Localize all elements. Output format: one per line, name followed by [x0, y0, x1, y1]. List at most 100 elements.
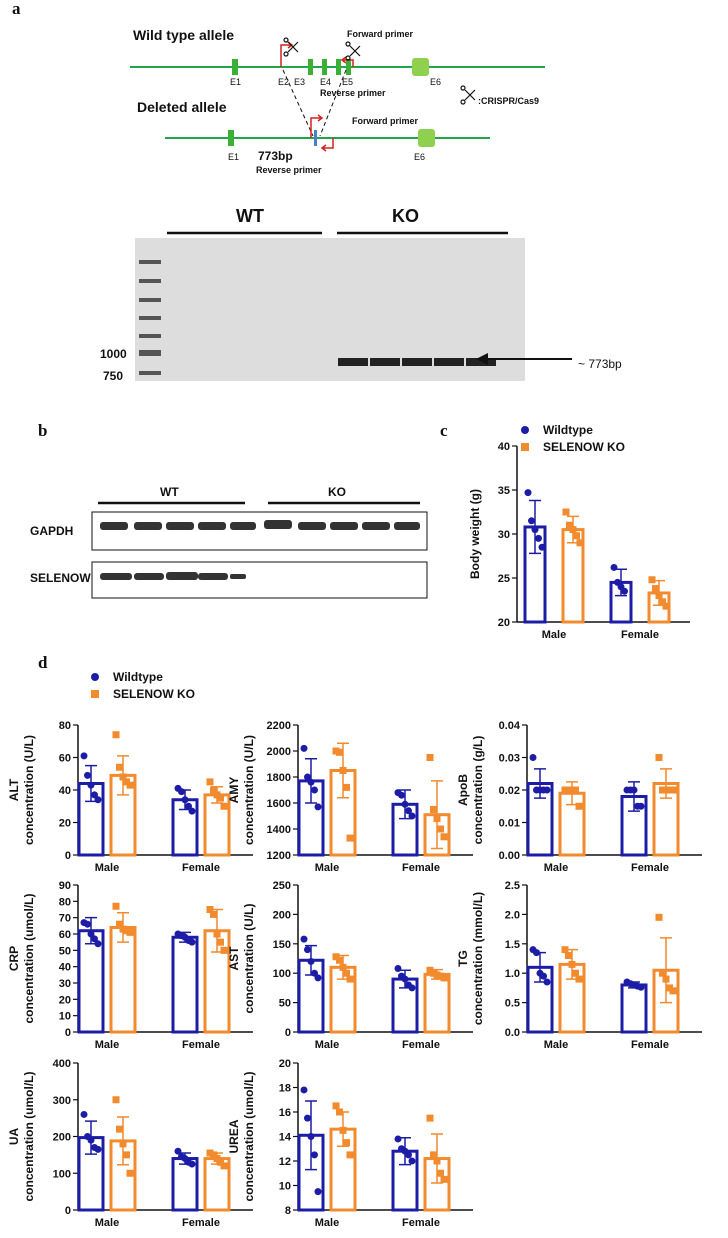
data-point	[126, 1169, 134, 1177]
data-point	[669, 786, 677, 794]
y-axis-label: concentration (mmol/L)	[471, 892, 485, 1025]
data-point	[336, 956, 343, 964]
y-tick-label: 90	[59, 880, 71, 892]
y-tick-label: 2.5	[505, 880, 520, 892]
data-point	[573, 532, 580, 540]
dashed-line	[282, 69, 314, 137]
data-point	[655, 913, 663, 921]
data-point	[91, 791, 98, 799]
data-point	[426, 1114, 434, 1122]
data-point	[662, 975, 670, 983]
data-point	[332, 1102, 340, 1110]
y-tick-label: 30	[498, 529, 510, 541]
y-tick-label: 14	[279, 1132, 292, 1144]
y-tick-label: 80	[59, 896, 71, 908]
x-tick-label: Female	[182, 1039, 220, 1051]
x-tick-label: Male	[315, 862, 339, 874]
exon	[418, 129, 435, 147]
y-tick-label: 10	[59, 1011, 71, 1023]
data-point	[433, 1157, 441, 1165]
panel-label: c	[440, 421, 448, 440]
data-point	[332, 953, 340, 961]
y-tick-label: 40	[59, 962, 71, 974]
data-point	[437, 1169, 444, 1177]
y-tick-label: 1.0	[505, 968, 520, 980]
y-axis-label: concentration (U/L)	[242, 735, 256, 845]
x-tick-label: Male	[95, 1039, 119, 1051]
data-point	[314, 803, 322, 811]
y-tick-label: 60	[59, 753, 71, 765]
row-label: GAPDH	[30, 524, 73, 538]
data-point	[652, 585, 659, 593]
gel	[135, 238, 525, 381]
y-tick-label: 20	[498, 617, 510, 629]
y-axis-label: ApoB	[456, 774, 470, 806]
data-point	[87, 1136, 95, 1144]
data-point	[575, 802, 583, 810]
data-point	[174, 1147, 182, 1155]
x-tick-label: Female	[402, 1217, 440, 1229]
data-point	[433, 815, 441, 823]
legend-label: Wildtype	[543, 423, 593, 437]
y-tick-label: 2.0	[505, 909, 520, 921]
data-point	[206, 906, 214, 913]
data-point	[655, 754, 663, 761]
data-point	[80, 1110, 88, 1118]
x-tick-label: Male	[544, 862, 568, 874]
legend-label: Wildtype	[113, 670, 163, 684]
data-point	[116, 1125, 123, 1133]
data-point	[440, 974, 448, 982]
data-point	[659, 598, 666, 606]
data-point	[84, 771, 91, 779]
primer-arrow	[340, 56, 354, 67]
data-point	[119, 773, 127, 781]
exon-label: E6	[414, 152, 425, 162]
data-point	[116, 920, 123, 928]
data-point	[307, 1133, 315, 1140]
y-tick-label: 20	[59, 818, 71, 830]
data-point	[94, 1145, 102, 1153]
y-axis-label: concentration (umol/L)	[22, 894, 36, 1024]
y-tick-label: 60	[59, 929, 71, 941]
y-tick-label: 0.01	[499, 818, 520, 830]
data-point	[220, 946, 228, 954]
data-point	[401, 975, 409, 983]
data-point	[300, 935, 308, 943]
y-tick-label: 50	[279, 998, 291, 1010]
data-point	[659, 969, 666, 977]
data-point	[311, 1151, 318, 1159]
allele-label: Wild type allele	[133, 27, 234, 43]
legend-label: SELENOW KO	[543, 440, 625, 454]
exon	[228, 130, 234, 146]
y-tick-label: 0.0	[505, 1027, 520, 1039]
y-tick-label: 150	[273, 939, 291, 951]
y-tick-label: 1400	[267, 824, 291, 836]
y-axis-label: AST	[227, 946, 241, 971]
error-bar	[431, 780, 443, 850]
data-point	[538, 543, 546, 551]
data-point	[112, 1096, 120, 1104]
data-point	[300, 1086, 308, 1094]
y-axis-label: TG	[456, 950, 470, 967]
data-point	[561, 946, 569, 954]
ladder-label: 1000	[100, 347, 127, 361]
y-tick-label: 25	[498, 573, 510, 585]
primer-arrow	[310, 114, 324, 138]
bar	[329, 769, 357, 857]
x-tick-label: Male	[542, 629, 566, 641]
data-point	[91, 935, 98, 943]
bar	[109, 925, 137, 1034]
x-tick-label: Male	[544, 1039, 568, 1051]
y-axis-label: concentration (umol/L)	[242, 1072, 256, 1202]
x-tick-label: Male	[95, 1217, 119, 1229]
y-tick-label: 40	[59, 785, 71, 797]
x-tick-label: Male	[315, 1039, 339, 1051]
data-point	[346, 1151, 354, 1159]
y-tick-label: 35	[498, 485, 510, 497]
panel-label: a	[12, 0, 21, 18]
data-point	[84, 920, 91, 928]
legend-marker	[91, 673, 99, 681]
data-point	[440, 833, 448, 841]
y-axis-label: Body weight (g)	[468, 489, 482, 579]
x-tick-label: Male	[95, 862, 119, 874]
